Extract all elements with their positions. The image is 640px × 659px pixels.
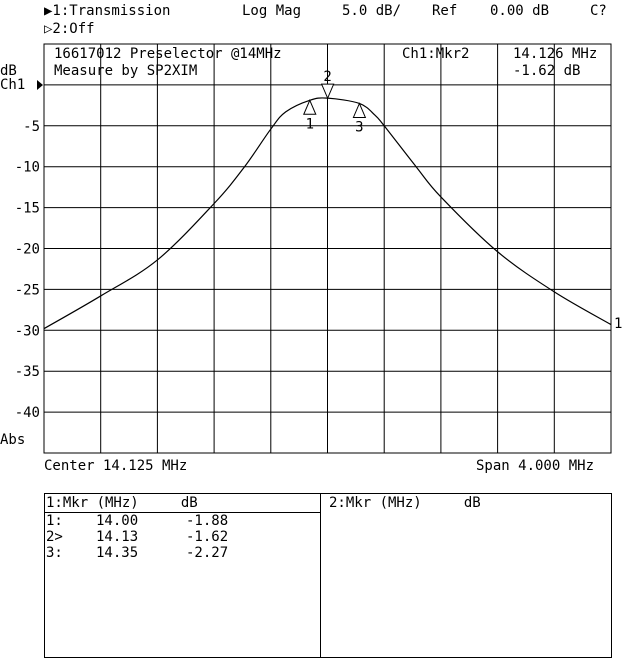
marker-row-value: -1.88: [186, 513, 229, 529]
active-marker-label: Ch1:Mkr2: [402, 46, 470, 62]
marker-row-id: 2>: [46, 529, 63, 545]
status-label: C?: [590, 3, 607, 19]
trace-end-label: 1: [614, 316, 623, 332]
y-tick-label: -30: [15, 323, 40, 339]
marker-row-id: 1:: [46, 513, 63, 529]
plot-title-line2: Measure by SP2XIM: [54, 63, 198, 79]
marker-table-divider: [320, 493, 321, 658]
marker-row-id: 3:: [46, 545, 63, 561]
format-label: Log Mag: [242, 3, 302, 19]
channel2-label[interactable]: ▷2:Off: [44, 21, 95, 37]
marker-row-freq: 14.00: [96, 513, 139, 529]
ch1-marker-header: 1:Mkr (MHz) dB: [46, 495, 198, 511]
active-marker-freq: 14.126 MHz: [513, 46, 598, 62]
plot-title-line1: 16617012 Preselector @14MHz: [54, 46, 282, 62]
y-tick-label: -35: [15, 364, 40, 380]
marker-label: 2: [323, 69, 331, 85]
span-frequency[interactable]: Span 4.000 MHz: [476, 458, 595, 474]
y-tick-label: -5: [23, 119, 40, 135]
scale-label: 5.0 dB/: [342, 3, 402, 19]
ref-value: 0.00 dB: [490, 3, 550, 19]
marker-triangle-up-icon: [303, 99, 317, 115]
ref-label: Ref: [432, 3, 458, 19]
y-tick-label: -25: [15, 282, 40, 298]
marker-row-value: -2.27: [186, 545, 229, 561]
marker-triangle-up-icon: [352, 102, 367, 118]
marker-row-value: -1.62: [186, 529, 229, 545]
marker-label: 3: [355, 119, 363, 135]
y-tick-label: -40: [15, 405, 40, 421]
marker-row-freq: 14.13: [96, 529, 139, 545]
axis-abs: Abs: [0, 432, 26, 448]
axis-channel: Ch1: [0, 77, 26, 93]
channel1-label[interactable]: ▶1:Transmission: [44, 3, 171, 19]
axis-unit: dB: [0, 63, 17, 79]
marker-row-freq: 14.35: [96, 545, 139, 561]
y-tick-label: -20: [15, 242, 40, 258]
marker-triangle-down-icon: [320, 83, 335, 100]
y-tick-label: -15: [15, 201, 40, 217]
marker-table-header-line: [44, 512, 320, 513]
marker-label: 1: [306, 116, 314, 132]
marker-table: [44, 493, 612, 658]
center-frequency[interactable]: Center 14.125 MHz: [44, 458, 188, 474]
reference-position-icon: [37, 80, 43, 90]
ch2-marker-header: 2:Mkr (MHz) dB: [329, 495, 481, 511]
active-marker-value: -1.62 dB: [513, 63, 581, 79]
y-tick-label: -10: [15, 160, 40, 176]
